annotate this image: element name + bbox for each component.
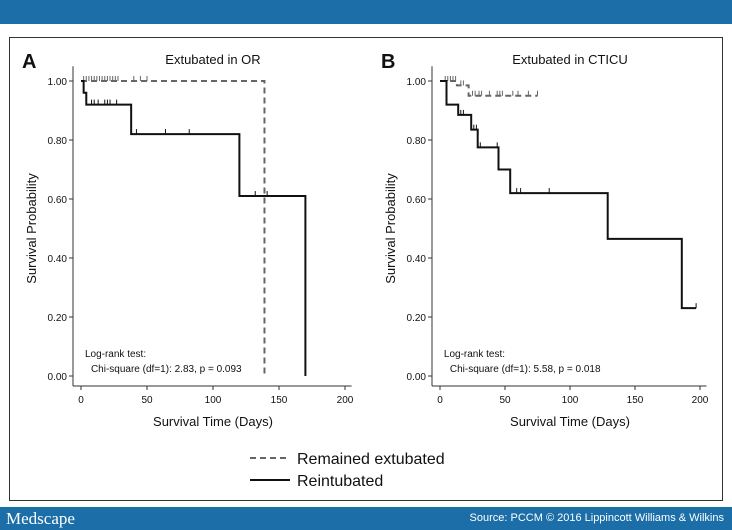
x-tick-label: 150 [271,395,288,406]
y-tick-label: 0.00 [48,372,68,383]
x-tick-label: 150 [627,395,644,406]
x-tick-label: 100 [205,395,222,406]
y-tick-label: 0.60 [48,195,68,206]
figure-frame [9,37,723,501]
x-tick-label: 100 [562,395,579,406]
x-axis-label: Survival Time (Days) [510,414,630,429]
x-tick-label: 50 [141,395,153,406]
footer-bar: Medscape Source: PCCM © 2016 Lippincott … [0,507,732,530]
header-bar [0,0,732,24]
y-tick-label: 0.40 [48,254,68,265]
panel-letter: B [381,51,395,73]
x-tick-label: 200 [692,395,709,406]
chart-title: Extubated in OR [165,52,260,67]
y-tick-label: 0.60 [407,195,427,206]
logrank-annotation: Log-rank test: [444,349,505,360]
y-axis-label: Survival Probability [24,173,39,284]
logrank-annotation: Log-rank test: [85,349,146,360]
x-tick-label: 0 [78,395,84,406]
x-tick-label: 200 [337,395,354,406]
y-tick-label: 0.20 [407,313,427,324]
x-axis-label: Survival Time (Days) [153,414,273,429]
logrank-annotation: Chi-square (df=1): 2.83, p = 0.093 [91,364,242,375]
medscape-logo[interactable]: Medscape [6,509,75,528]
panel-a: A Extubated in OR 0.00 0.20 0.40 0.60 0.80 1.00… [22,51,354,429]
y-tick-label: 0.80 [48,136,68,147]
survival-curve-remained-extubated [440,80,538,97]
survival-curve-reintubated [440,80,697,310]
legend: Remained extubated Reintubated [250,451,445,490]
x-tick-label: 50 [499,395,511,406]
panel-b: B Extubated in CTICU 0.00 0.20 0.40 0.60 0.80 1… [381,51,709,429]
source-text: Source: PCCM © 2016 Lippincott Williams … [469,512,724,524]
y-tick-label: 0.20 [48,313,68,324]
y-tick-label: 0.80 [407,136,427,147]
y-tick-label: 0.00 [407,372,427,383]
y-tick-label: 0.40 [407,254,427,265]
logrank-annotation: Chi-square (df=1): 5.58, p = 0.018 [450,364,601,375]
chart-title: Extubated in CTICU [512,52,628,67]
x-tick-label: 0 [437,395,443,406]
legend-label: Reintubated [297,473,383,490]
survival-curve-remained-extubated [81,80,266,376]
survival-curve-reintubated [81,80,307,376]
y-tick-label: 1.00 [48,77,68,88]
legend-label: Remained extubated [297,451,445,468]
y-tick-label: 1.00 [407,77,427,88]
y-axis-label: Survival Probability [383,173,398,284]
panel-letter: A [22,51,36,73]
